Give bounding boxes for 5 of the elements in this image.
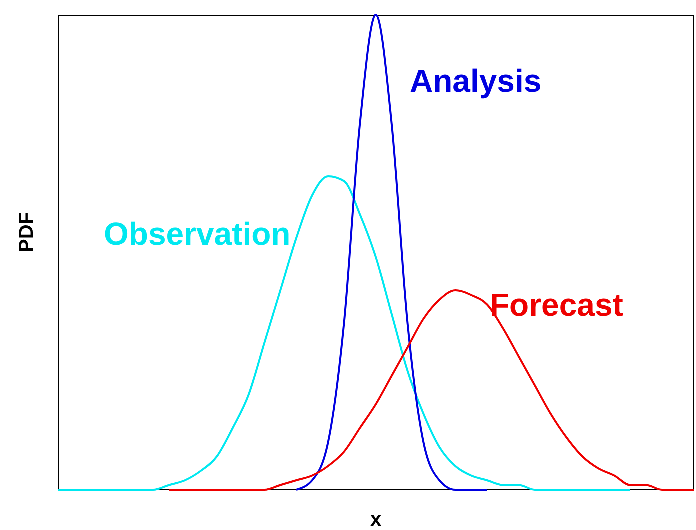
series-label: Analysis [410, 63, 542, 100]
series-label: Observation [104, 216, 291, 253]
x-axis-title: x [370, 509, 382, 530]
y-axis-title: PDF [16, 212, 38, 252]
series-label: Forecast [490, 287, 624, 324]
